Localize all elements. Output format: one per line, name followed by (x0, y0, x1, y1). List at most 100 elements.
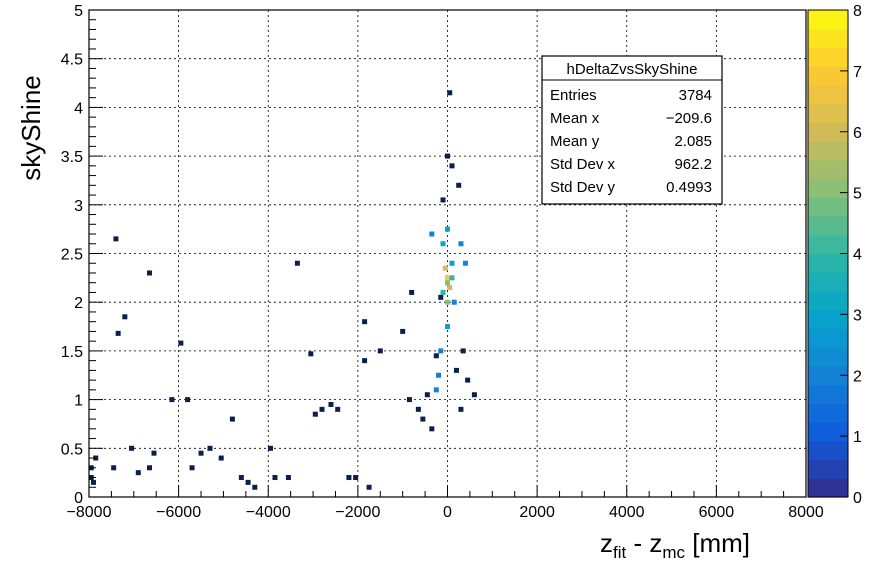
data-point (460, 348, 466, 354)
data-point (362, 358, 368, 364)
data-point (451, 299, 457, 305)
colorbar-segment (808, 272, 848, 292)
y-tick-label: 1.5 (61, 344, 83, 361)
stats-row-value: 0.4993 (666, 179, 712, 196)
data-point (346, 475, 352, 481)
data-point (335, 406, 341, 412)
data-point (445, 153, 450, 159)
data-point (458, 241, 464, 247)
x-tick-label: 0 (443, 504, 452, 521)
data-point (362, 319, 368, 325)
x-tick-label: −2000 (335, 504, 380, 521)
colorbar-segment (808, 347, 848, 367)
colorbar-segment (808, 403, 848, 423)
data-point (90, 479, 96, 485)
data-point (218, 455, 224, 461)
data-point (238, 475, 244, 481)
y-tick-label: 3 (74, 198, 83, 215)
colorbar-tick-label: 1 (853, 429, 862, 446)
data-point (178, 340, 184, 346)
data-point (400, 328, 406, 334)
data-point (433, 387, 439, 393)
data-point (122, 314, 128, 320)
data-point (458, 406, 464, 412)
data-point (169, 397, 175, 403)
data-point (440, 197, 446, 203)
data-point (328, 401, 334, 407)
data-point (229, 416, 235, 422)
data-point (135, 470, 141, 476)
y-tick-label: 4.5 (61, 52, 83, 69)
data-point (445, 280, 450, 286)
y-tick-label: 1 (74, 393, 83, 410)
data-point (471, 392, 477, 398)
colorbar-segment (808, 159, 848, 180)
stats-box-rows: Entries 3784 Mean x −209.6 Mean y 2.085 Std De… (550, 87, 712, 196)
data-point (433, 353, 439, 359)
y-tick-label: 2 (74, 295, 83, 312)
colorbar-segment (808, 440, 848, 461)
stats-box-title: hDeltaZvsSkyShine (567, 61, 698, 78)
stats-row-label: Mean x (550, 110, 600, 127)
data-point (146, 465, 152, 471)
data-point (449, 275, 455, 281)
data-point (312, 411, 318, 417)
x-axis-title: zfit - zmc [mm] (600, 528, 750, 562)
x-title-sub-fit: fit (613, 543, 627, 562)
y-axis-title: skyShine (16, 75, 46, 181)
data-point (308, 351, 314, 357)
data-point (447, 90, 453, 96)
data-point (353, 475, 359, 481)
data-point (440, 289, 446, 295)
data-point (420, 416, 426, 422)
x-title-main: z (600, 528, 613, 558)
y-tick-label: 5 (74, 3, 83, 20)
data-point (245, 479, 251, 485)
x-tick-label: 2000 (519, 504, 555, 521)
stats-row-value: 2.085 (674, 133, 712, 150)
colorbar-segment (808, 103, 848, 123)
colorbar-tick-label: 0 (853, 490, 862, 507)
colorbar-segment (808, 66, 848, 86)
data-point (449, 163, 455, 169)
data-point (445, 299, 450, 305)
data-point (319, 406, 325, 412)
colorbar-tick-label: 7 (853, 64, 862, 81)
x-tick-label: 4000 (609, 504, 645, 521)
colorbar-segment (808, 309, 848, 330)
data-point (453, 367, 459, 373)
x-axis-ticks: −8000 −6000 −4000 −2000 0 2000 4000 6000 8000 (67, 485, 824, 521)
data-point (111, 465, 117, 471)
data-point (294, 260, 300, 266)
x-tick-label: 6000 (699, 504, 735, 521)
colorbar-tick-label: 6 (853, 125, 862, 142)
data-point (438, 294, 444, 300)
data-point (462, 260, 468, 266)
data-point (415, 406, 421, 412)
data-point (409, 289, 415, 295)
x-title-mid: - z (626, 528, 662, 558)
data-point (115, 330, 121, 336)
colorbar-segment (808, 178, 848, 198)
colorbar-tick-label: 4 (853, 247, 862, 264)
colorbar-segment (808, 216, 848, 236)
y-tick-label: 0.5 (61, 441, 83, 458)
data-point (272, 475, 278, 481)
data-point (438, 348, 444, 354)
y-tick-label: 2.5 (61, 247, 83, 264)
stats-row-label: Mean y (550, 133, 600, 150)
data-point (366, 484, 372, 490)
x-tick-label: −4000 (246, 504, 291, 521)
colorbar-tick-label: 8 (853, 3, 862, 20)
x-title-sub-mc: mc (662, 543, 685, 562)
y-tick-label: 3.5 (61, 149, 83, 166)
data-point (442, 265, 448, 271)
stats-row-label: Std Dev x (550, 156, 616, 173)
colorbar-tick-label: 3 (853, 307, 862, 324)
stats-box: hDeltaZvsSkyShine Entries 3784 Mean x −209.… (541, 55, 723, 205)
data-point (207, 445, 213, 451)
data-point (252, 484, 258, 490)
data-point (440, 241, 446, 247)
